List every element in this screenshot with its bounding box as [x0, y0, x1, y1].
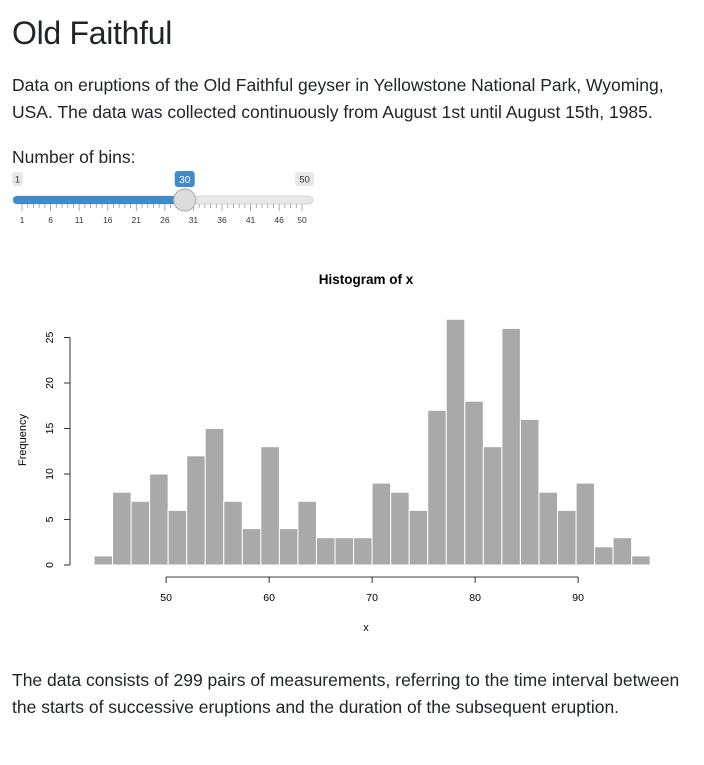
histogram-bar — [445, 318, 466, 566]
description-text: Data on eruptions of the Old Faithful ge… — [12, 75, 664, 122]
histogram-bar — [482, 446, 503, 566]
histogram-bar — [93, 555, 114, 566]
y-tick-label: 25 — [44, 332, 56, 344]
histogram-bar — [241, 528, 262, 566]
x-tick-label: 90 — [572, 592, 584, 604]
x-tick-label: 70 — [366, 592, 378, 604]
slider-min-badge — [12, 172, 23, 186]
histogram-bar — [112, 491, 132, 566]
slider-max-badge — [295, 172, 314, 186]
histogram-bar — [557, 509, 577, 566]
slider-tick-label: 6 — [48, 215, 53, 225]
histogram-bar — [278, 528, 299, 566]
histogram-bar — [186, 455, 206, 566]
histogram-bar — [204, 428, 225, 566]
histogram-bar — [260, 446, 280, 566]
histogram-bar — [353, 537, 373, 566]
y-tick-label: 20 — [44, 377, 56, 389]
histogram-bar — [464, 400, 484, 566]
histogram-bar — [315, 537, 336, 566]
y-tick-label: 0 — [44, 562, 56, 568]
y-tick-label: 15 — [44, 423, 56, 435]
histogram-bar — [149, 473, 169, 566]
x-axis-label: x — [363, 622, 369, 634]
slider-min-label: 1 — [15, 175, 20, 186]
slider-value-badge — [174, 171, 195, 187]
bins-slider[interactable]: 1 50 30 1 6 11 16 21 26 31 36 41 46 50 — [0, 170, 330, 230]
histogram-bar — [575, 482, 596, 566]
histogram-bar — [167, 509, 188, 566]
slider-fill — [13, 196, 185, 204]
x-tick-label: 80 — [469, 592, 481, 604]
y-axis-label: Frequency — [17, 414, 29, 466]
histogram-bar — [612, 537, 633, 566]
slider-tick-label: 26 — [160, 215, 170, 225]
histogram-bar — [538, 491, 559, 566]
histogram-plot: Histogram of x 0 5 10 15 20 25 50 60 70 80 90 Fre… — [17, 272, 651, 634]
y-axis: 0 5 10 15 20 25 — [44, 332, 71, 568]
slider-tick-label: 16 — [103, 215, 113, 225]
histogram-bar — [130, 500, 151, 566]
slider-ticks: 1 6 11 16 21 26 31 36 41 46 50 — [20, 204, 307, 225]
slider-tick-label: 31 — [189, 215, 199, 225]
y-tick-label: 5 — [44, 516, 56, 522]
slider-tick-label: 1 — [20, 215, 25, 225]
histogram-bar — [594, 546, 614, 566]
slider-tick-label: 21 — [132, 215, 142, 225]
histogram-bar — [390, 491, 410, 566]
histogram-bar — [519, 418, 540, 566]
slider-tick-label: 36 — [217, 215, 227, 225]
page-title: Old Faithful — [12, 15, 173, 51]
y-tick-label: 10 — [44, 468, 56, 480]
histogram-bar — [408, 509, 429, 566]
histogram-bar — [223, 500, 243, 566]
histogram-bar — [427, 409, 447, 566]
x-tick-label: 60 — [263, 592, 275, 604]
slider-handle[interactable] — [173, 188, 197, 212]
slider-max-label: 50 — [299, 175, 310, 186]
histogram-bar — [371, 482, 392, 566]
histogram-bar — [631, 555, 651, 566]
slider-value-label: 30 — [179, 175, 191, 186]
histogram-bars — [93, 318, 651, 566]
chart-title: Histogram of x — [319, 272, 414, 287]
histogram-bar — [501, 327, 521, 566]
footer-text: The data consists of 299 pairs of measur… — [12, 670, 680, 717]
slider-tick-label: 50 — [297, 215, 307, 225]
histogram-bar — [297, 500, 317, 566]
x-tick-label: 50 — [160, 592, 172, 604]
histogram-bar — [334, 537, 355, 566]
slider-tick-label: 46 — [274, 215, 284, 225]
slider-tick-label: 11 — [75, 215, 84, 225]
slider-tick-label: 41 — [246, 215, 256, 225]
bins-slider-label: Number of bins: — [12, 147, 136, 167]
x-axis: 50 60 70 80 90 — [160, 576, 584, 604]
